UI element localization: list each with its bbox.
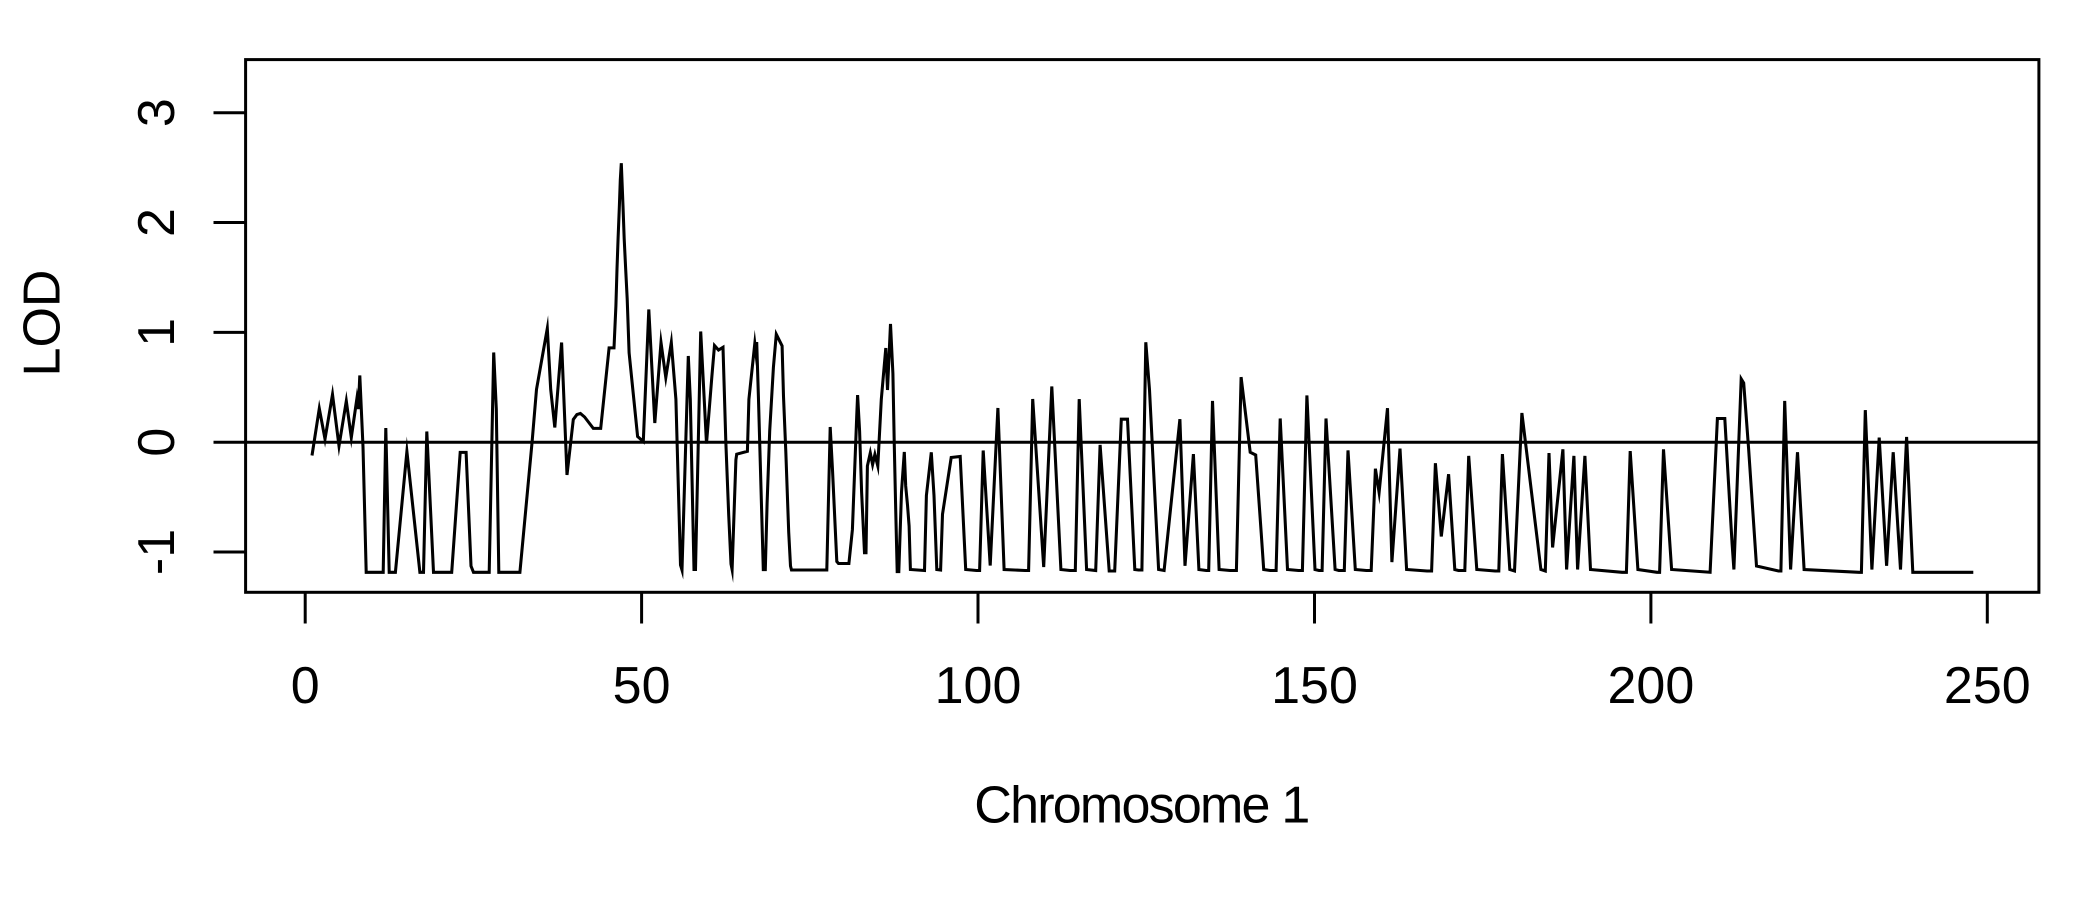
svg-text:2: 2 [128, 208, 186, 237]
svg-text:-1: -1 [128, 529, 186, 575]
svg-text:LOD: LOD [14, 270, 72, 377]
svg-text:3: 3 [128, 98, 186, 127]
svg-text:250: 250 [1944, 657, 2031, 715]
svg-text:200: 200 [1608, 657, 1695, 715]
svg-text:0: 0 [291, 657, 320, 715]
svg-text:Chromosome 1: Chromosome 1 [974, 777, 1310, 835]
svg-text:0: 0 [128, 428, 186, 457]
svg-text:100: 100 [935, 657, 1022, 715]
svg-text:150: 150 [1271, 657, 1358, 715]
svg-text:50: 50 [613, 657, 671, 715]
svg-text:1: 1 [128, 318, 186, 347]
